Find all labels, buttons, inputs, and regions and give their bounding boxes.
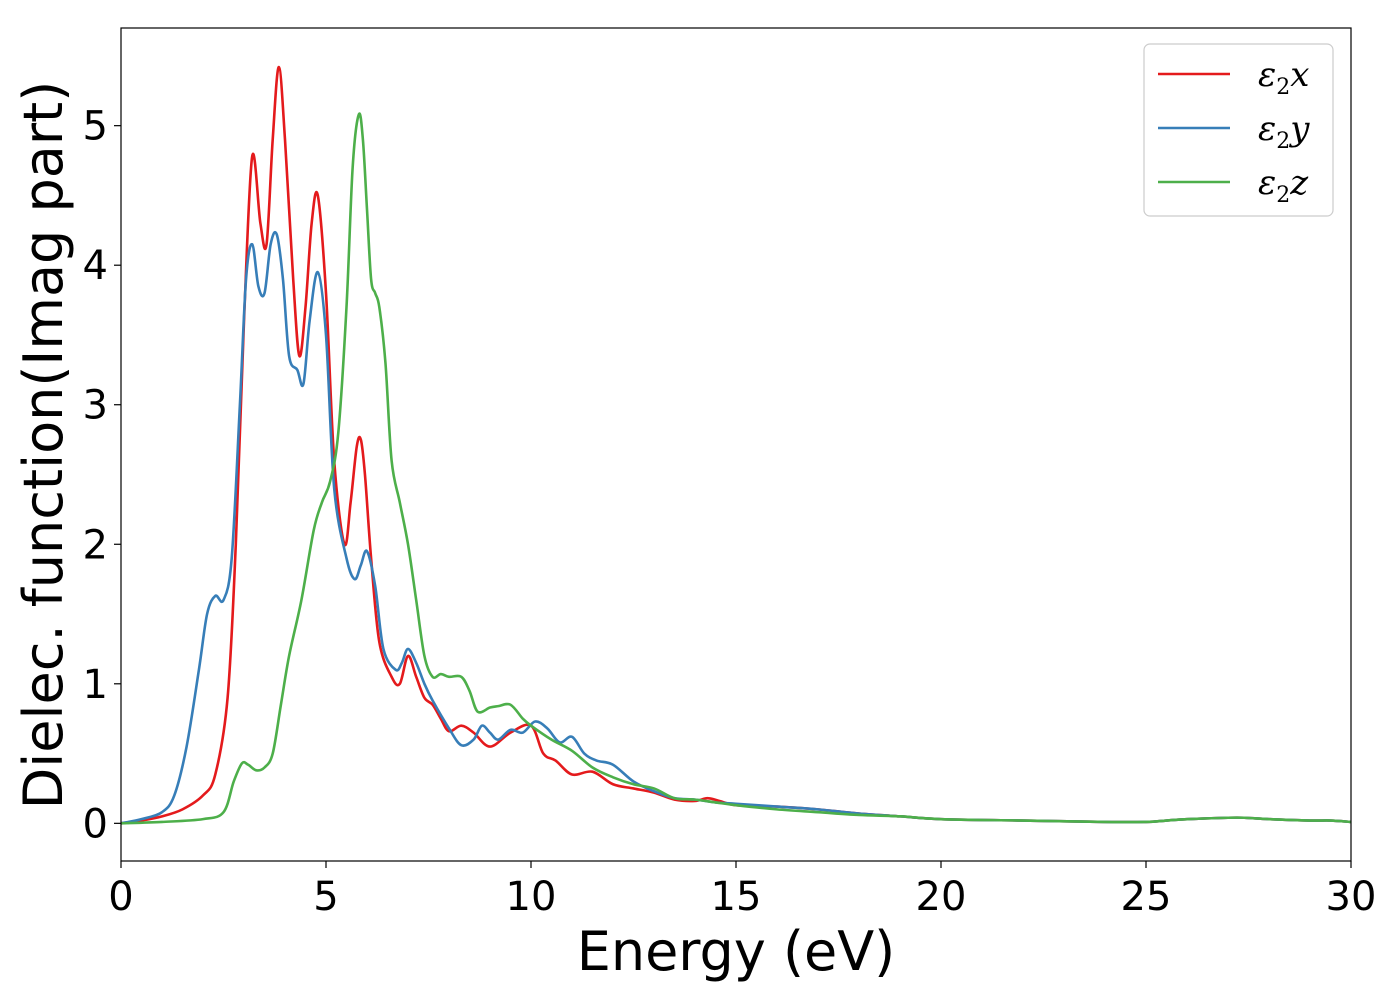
x-tick-label: 5 bbox=[313, 874, 338, 920]
legend-label: ε2y bbox=[1258, 109, 1310, 154]
legend-label: ε2x bbox=[1258, 55, 1309, 100]
series-line-3 bbox=[121, 112, 1351, 825]
x-tick-label: 20 bbox=[916, 874, 967, 920]
y-tick-label: 2 bbox=[83, 522, 108, 568]
x-tick-label: 15 bbox=[711, 874, 762, 920]
y-tick-label: 5 bbox=[83, 104, 108, 150]
x-tick-label: 0 bbox=[108, 874, 133, 920]
x-axis-label: Energy (eV) bbox=[577, 920, 896, 983]
y-tick-label: 3 bbox=[83, 383, 108, 429]
x-tick-label: 30 bbox=[1326, 874, 1377, 920]
x-tick-label: 25 bbox=[1121, 874, 1172, 920]
y-tick-label: 0 bbox=[83, 801, 108, 847]
series-layer bbox=[121, 65, 1351, 825]
y-axis-label: Dielec. function(Imag part) bbox=[12, 81, 75, 810]
x-axis: 0 5 10 15 20 25 30 bbox=[108, 861, 1376, 920]
legend-label: ε2z bbox=[1258, 163, 1309, 208]
y-tick-label: 1 bbox=[83, 662, 108, 708]
legend-box bbox=[1143, 43, 1334, 217]
legend: ε2x ε2y ε2z bbox=[1143, 43, 1334, 217]
y-tick-label: 4 bbox=[83, 243, 108, 289]
y-axis: 0 1 2 3 4 5 bbox=[83, 104, 121, 847]
x-tick-label: 10 bbox=[506, 874, 557, 920]
